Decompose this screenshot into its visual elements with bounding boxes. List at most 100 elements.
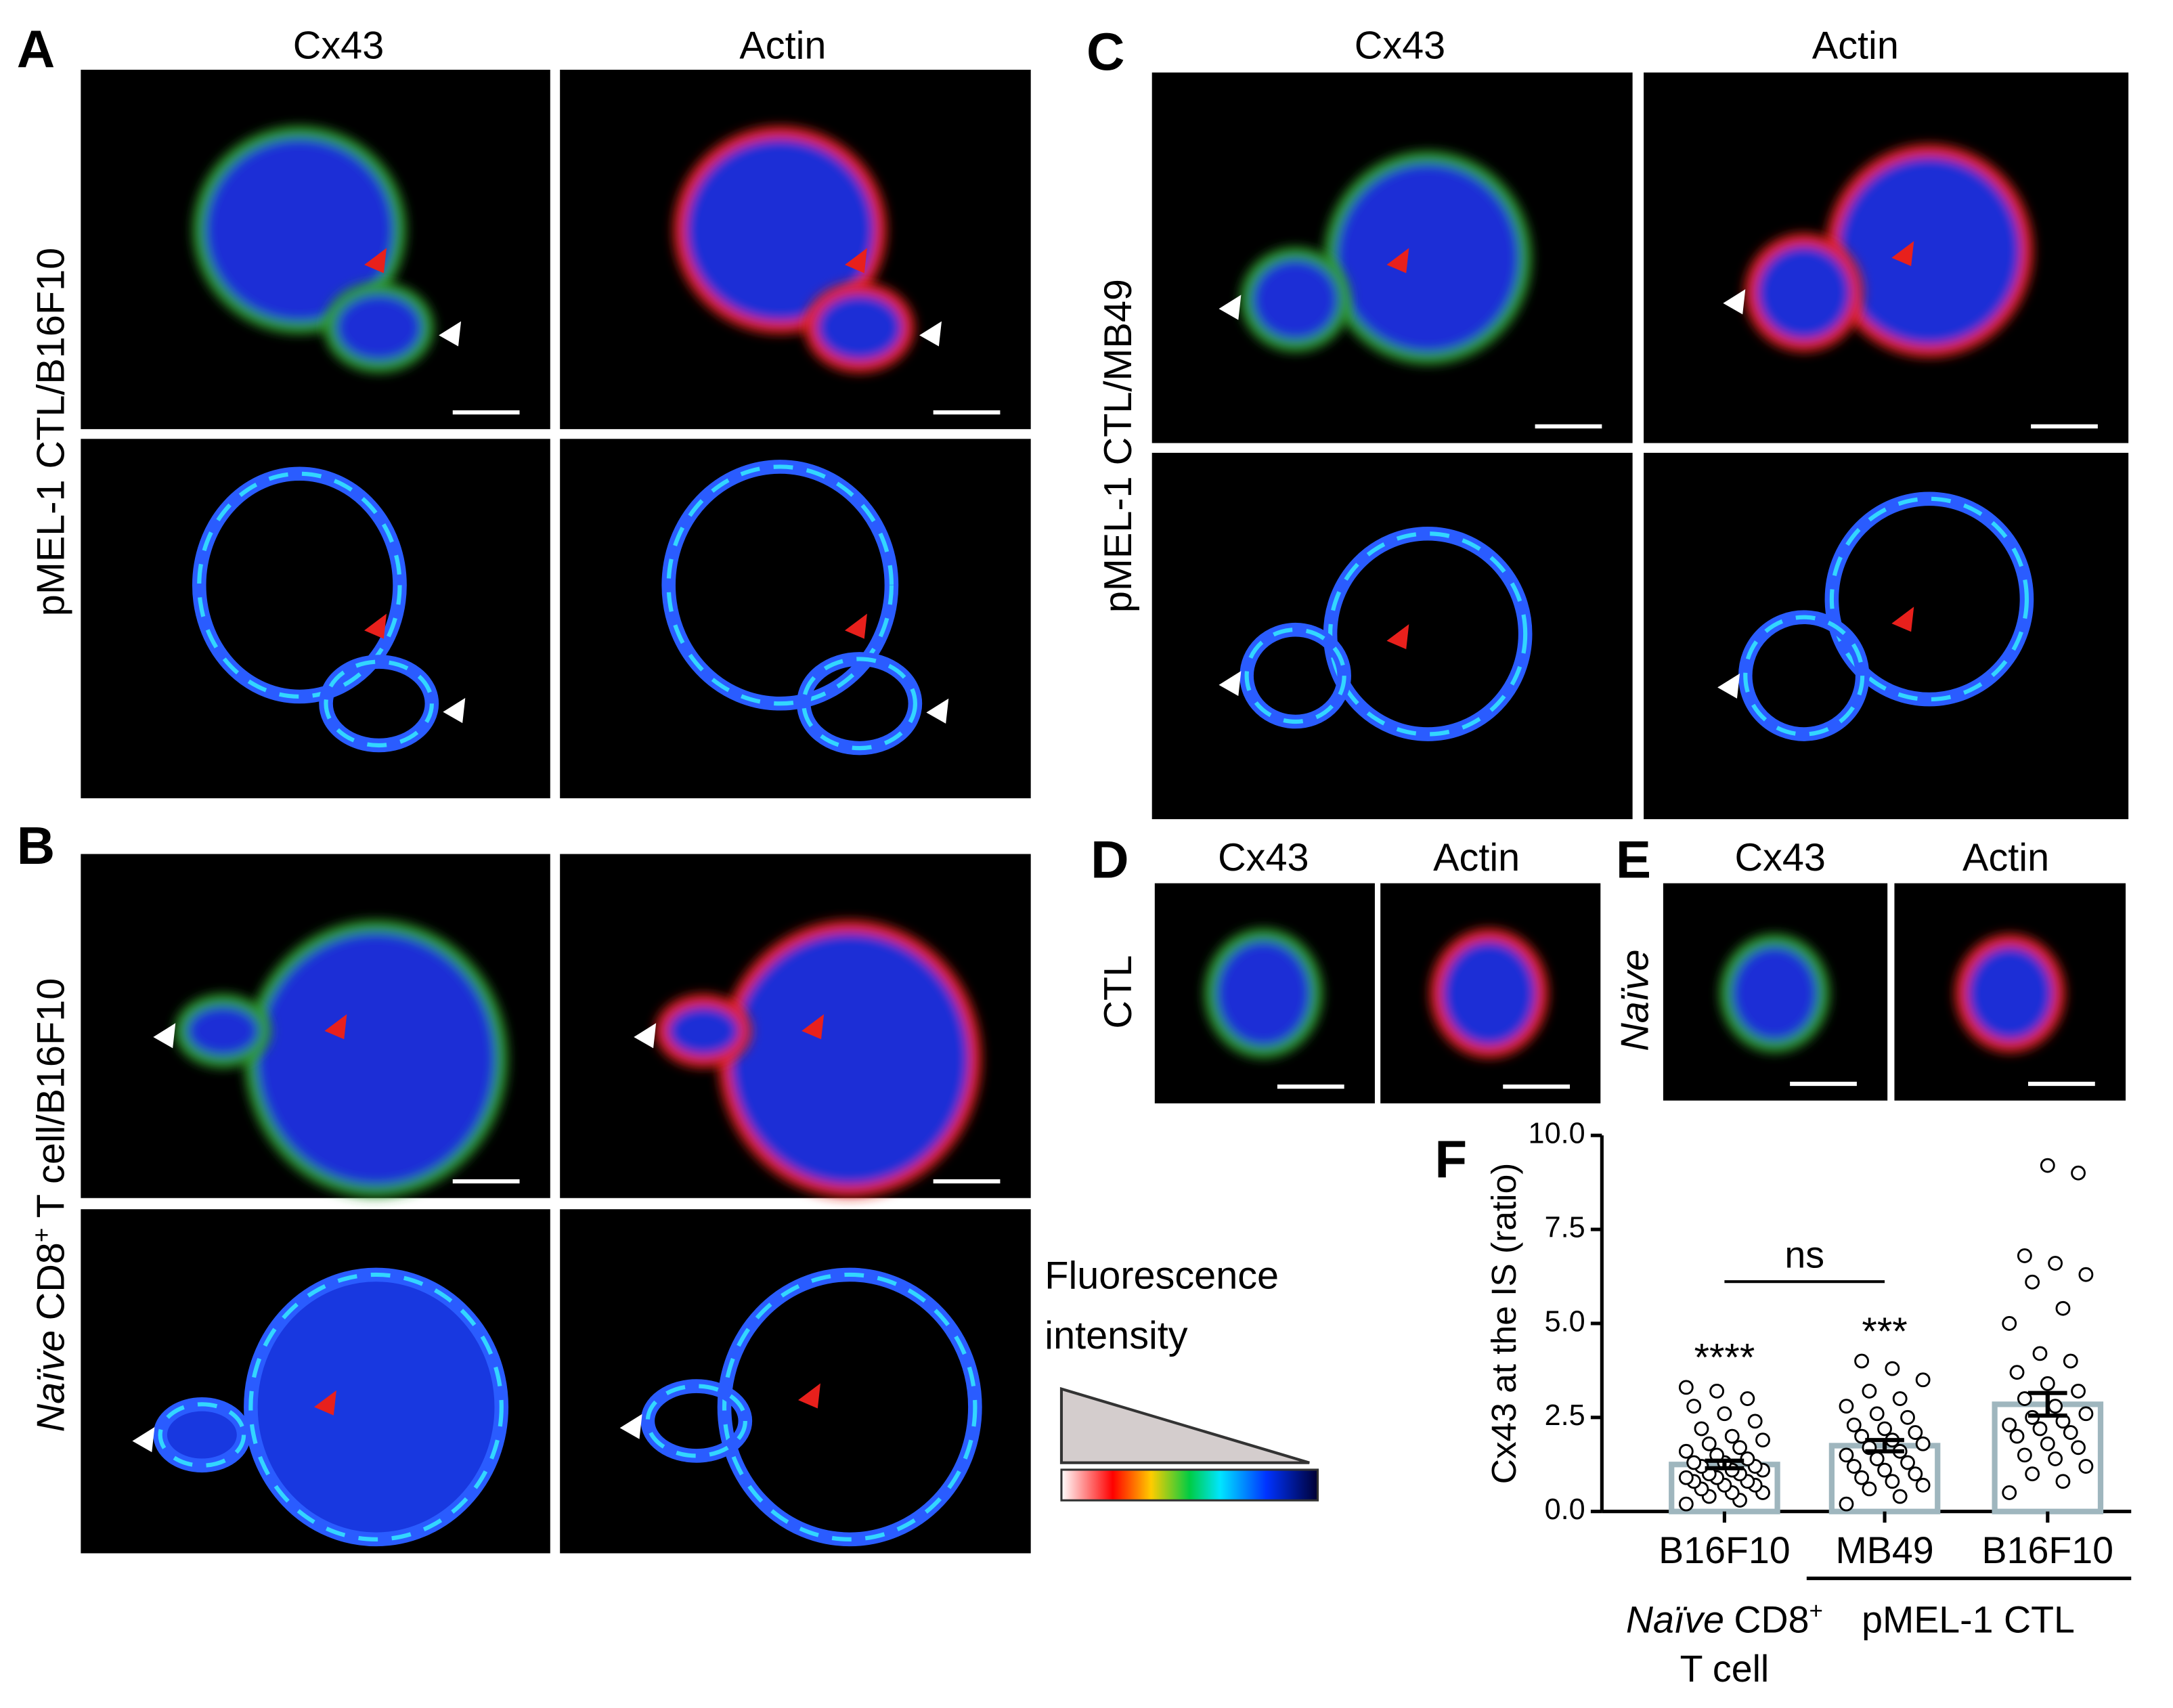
data-point: [1839, 1399, 1854, 1414]
cell: [1204, 928, 1323, 1058]
cell-edge: [1829, 496, 2029, 702]
comparison-label: ns: [1784, 1234, 1824, 1276]
data-point: [2017, 1248, 2032, 1263]
red-arrow: [324, 1014, 347, 1040]
data-point: [1755, 1432, 1770, 1448]
data-point: [1740, 1391, 1755, 1406]
white-arrow: [926, 698, 949, 724]
data-point: [2055, 1474, 2071, 1489]
x-tick-label: B16F10: [1982, 1529, 2114, 1571]
data-point: [1915, 1372, 1931, 1388]
cell-edge: [197, 471, 402, 699]
micrograph: [1151, 452, 1633, 820]
red-arrow: [314, 1390, 336, 1416]
data-point: [1877, 1462, 1892, 1478]
micrographs: [81, 70, 2129, 1554]
row-label: Naïve CD8+ T cell/B16F10: [27, 978, 73, 1432]
data-point: [2078, 1267, 2094, 1282]
data-point: [1892, 1391, 1908, 1406]
data-point: [2040, 1376, 2055, 1391]
y-tick-label: 2.5: [1545, 1399, 1585, 1432]
cell: [244, 920, 508, 1198]
column-header: Cx43: [293, 24, 384, 68]
data-point: [1839, 1496, 1854, 1512]
data-point: [1862, 1384, 1877, 1399]
micrograph: [560, 439, 1031, 799]
white-arrow: [153, 1023, 176, 1049]
column-header: Cx43: [1355, 24, 1446, 68]
legend-title: intensity: [1045, 1314, 1188, 1357]
row-label: CTL: [1097, 955, 1140, 1029]
cell: [175, 994, 271, 1068]
cell: [1954, 934, 2065, 1053]
data-point: [1915, 1477, 1931, 1493]
data-point: [2009, 1365, 2025, 1380]
cell: [192, 126, 406, 334]
significance: ***: [1862, 1310, 1907, 1353]
group-label-part: Naïve: [1626, 1599, 1724, 1641]
data-point: [1694, 1421, 1709, 1437]
group-label: pMEL-1 CTL: [1862, 1599, 2075, 1641]
data-point: [1724, 1428, 1740, 1444]
white-arrow: [919, 321, 942, 347]
data-point: [2063, 1353, 2078, 1369]
data-point: [1717, 1406, 1732, 1422]
cell: [1719, 934, 1830, 1053]
data-point: [1885, 1361, 1900, 1376]
group-label-part: CD8: [1734, 1599, 1809, 1641]
data-point: [2002, 1418, 2017, 1432]
cell-edge: [248, 1272, 504, 1541]
y-tick-label: 10.0: [1529, 1118, 1585, 1150]
data-point: [2055, 1300, 2071, 1316]
significance: ****: [1694, 1336, 1755, 1380]
data-point: [1869, 1451, 1885, 1466]
row-label: pMEL-1 CTL/MB49: [1097, 279, 1140, 613]
intensity-wedge: [1059, 1386, 1310, 1464]
red-arrow: [844, 248, 867, 273]
cell-edge: [666, 464, 894, 706]
error-bar: [2027, 1391, 2067, 1418]
white-arrow: [1717, 673, 1740, 699]
red-arrow: [1891, 607, 1914, 632]
panel-label: B: [17, 816, 55, 875]
micrograph: [560, 1209, 1031, 1554]
column-header: Cx43: [1218, 836, 1309, 879]
cell: [1240, 247, 1351, 352]
data-point: [2009, 1428, 2025, 1444]
white-arrow: [443, 698, 466, 724]
white-arrow: [1219, 671, 1242, 697]
panel-label: C: [1086, 22, 1124, 81]
y-tick-label: 0.0: [1545, 1493, 1585, 1526]
row-label-italic: Naïve: [30, 1330, 73, 1432]
column-header: Actin: [1433, 836, 1520, 879]
error-bar: [1705, 1458, 1744, 1470]
x-tick-label: B16F10: [1659, 1529, 1791, 1571]
data-point: [1915, 1436, 1931, 1451]
cell: [324, 282, 434, 373]
data-point: [1678, 1496, 1694, 1512]
row-label: pMEL-1 CTL/B16F10: [30, 248, 73, 616]
red-arrow: [798, 1383, 820, 1409]
cell: [718, 920, 982, 1198]
data-point: [2078, 1459, 2094, 1474]
data-point: [1678, 1470, 1694, 1485]
data-point: [1885, 1474, 1900, 1489]
data-point: [1862, 1481, 1877, 1497]
data-point: [1678, 1443, 1694, 1459]
data-point: [2002, 1316, 2017, 1331]
cell: [1825, 144, 2034, 357]
data-point: [1854, 1428, 1870, 1444]
data-point: [2040, 1158, 2055, 1173]
x-tick-label: MB49: [1836, 1529, 1934, 1571]
white-arrow: [619, 1414, 642, 1439]
data-point: [1678, 1380, 1694, 1395]
data-point: [1869, 1406, 1885, 1422]
red-arrow: [844, 613, 867, 639]
panel-label: F: [1434, 1129, 1467, 1189]
data-point: [1892, 1489, 1908, 1504]
data-point: [2048, 1399, 2063, 1414]
panel-label: E: [1616, 829, 1651, 889]
y-tick-label: 5.0: [1545, 1305, 1585, 1338]
